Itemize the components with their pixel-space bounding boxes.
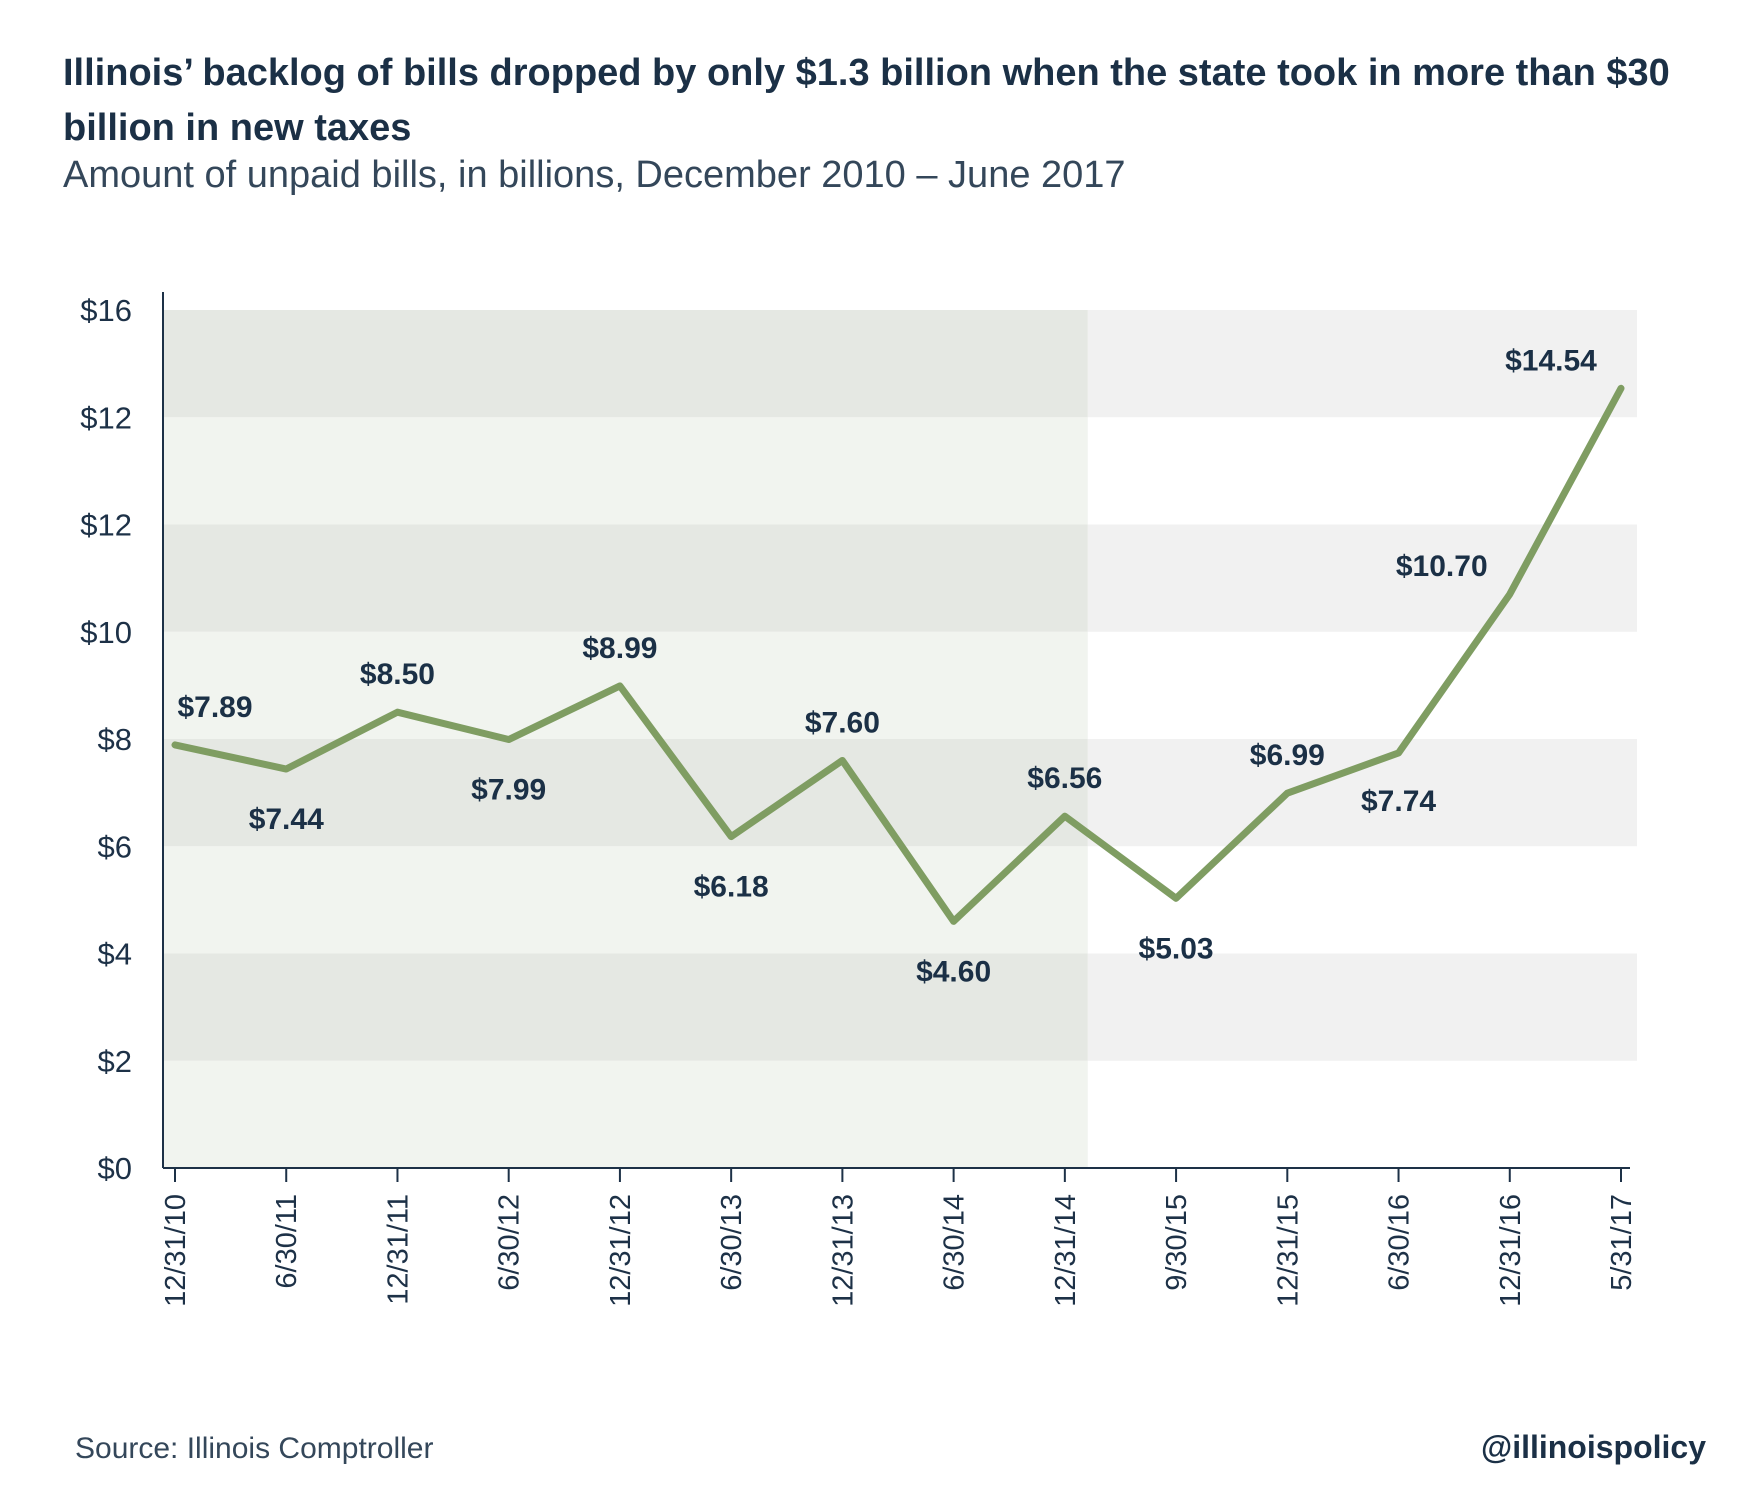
x-tick-label: 6/30/16 [1384,1194,1416,1291]
data-label: $8.50 [360,658,435,691]
y-tick-label: $12 [80,508,132,543]
grid-band [1087,953,1637,1061]
source-note: Source: Illinois Comptroller [75,1432,434,1465]
grid-band [1087,417,1637,525]
x-tick-label: 5/31/17 [1606,1194,1638,1291]
y-tick-label: $10 [80,615,132,650]
x-tick-label: 12/31/13 [827,1194,859,1307]
x-tick-label: 9/30/15 [1161,1194,1193,1291]
x-tick-label: 12/31/15 [1272,1194,1304,1307]
y-tick-label: $2 [98,1044,132,1079]
data-label: $6.99 [1250,739,1325,772]
chart-title: Illinois’ backlog of bills dropped by on… [63,52,1670,149]
y-tick-label: $12 [80,400,132,435]
y-axis-ticks: $0 $2 $4 $6 $8 $10 $12 $12 $16 [80,293,132,1186]
x-tick-label: 12/31/14 [1050,1194,1082,1307]
x-tick-label: 12/31/10 [160,1194,192,1307]
x-tick-label: 12/31/12 [605,1194,637,1307]
data-label: $7.60 [805,706,880,739]
x-tick-label: 12/31/16 [1495,1194,1527,1307]
x-tick-label: 12/31/11 [382,1194,414,1305]
x-axis-ticks: 12/31/10 6/30/11 12/31/11 6/30/12 12/31/12 6/… [160,1168,1638,1307]
shaded-band [163,524,1088,632]
x-tick-label: 6/30/14 [939,1194,971,1291]
data-label: $6.18 [694,871,769,904]
y-tick-label: $16 [80,293,132,328]
y-tick-label: $4 [98,937,132,972]
axes [162,292,1630,1169]
x-tick-label: 6/30/12 [494,1194,526,1291]
y-tick-label: $8 [98,722,132,757]
grid-band [1087,631,1637,739]
shaded-band [163,310,1088,418]
data-label: $7.99 [471,774,546,807]
shaded-band [163,953,1088,1061]
line-chart: $0$2$4$6$8$10$12$12$16 12/31/10 6/30/11 12… [80,292,1638,1307]
data-label: $5.03 [1139,932,1214,965]
data-label: $8.99 [582,632,657,665]
x-tick-label: 6/30/11 [271,1194,303,1289]
background-bands [163,310,1637,1168]
data-label: $10.70 [1396,550,1488,583]
grid-band [1087,739,1637,847]
y-tick-label: $0 [98,1151,132,1186]
shaded-band [163,417,1088,525]
shaded-band [163,631,1088,739]
data-label: $7.89 [177,691,252,724]
chart-subtitle: Amount of unpaid bills, in billions, Dec… [63,154,1126,196]
grid-band [1087,524,1637,632]
data-label: $6.56 [1027,762,1102,795]
shaded-band [163,846,1088,954]
brand-handle: @illinoispolicy [1480,1429,1706,1465]
data-labels: $7.89 $7.44 $8.50 $7.99 $8.99 $6.18 $7.60 $4.60… [177,344,1597,988]
data-label: $14.54 [1505,344,1597,377]
shaded-band [163,1060,1088,1168]
grid-band [1087,310,1637,418]
x-tick-label: 6/30/13 [716,1194,748,1291]
series-line [171,384,1625,925]
y-tick-label: $6 [98,829,132,864]
grid-band [1087,1060,1637,1168]
data-label: $7.44 [249,803,324,836]
series-line-path [171,384,1625,925]
data-label: $7.74 [1361,785,1436,818]
data-label: $4.60 [916,955,991,988]
